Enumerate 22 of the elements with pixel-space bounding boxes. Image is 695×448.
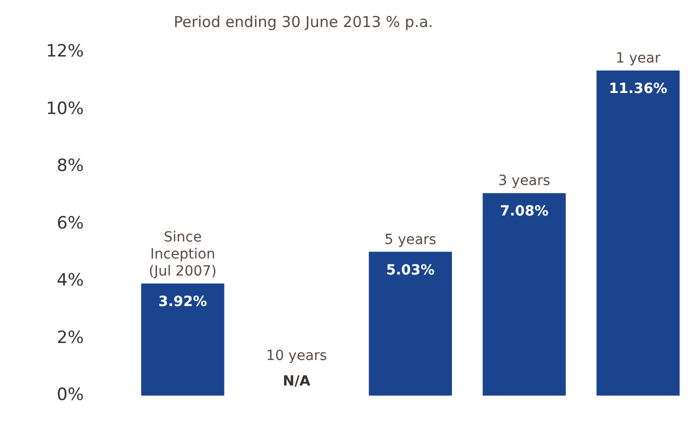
y-tick-label: 12%	[46, 42, 84, 62]
data-label: 5.03%	[386, 262, 435, 278]
data-label: 3.92%	[158, 294, 207, 310]
x-tick-label: 1 year	[616, 50, 661, 67]
y-tick-label: 0%	[56, 385, 84, 406]
y-tick-label: 6%	[56, 213, 84, 234]
bar	[368, 252, 452, 396]
y-tick-label: 10%	[46, 98, 84, 119]
x-tick-label: 5 years	[384, 232, 436, 248]
x-tick-label: Since Inception (Jul 2007)	[148, 230, 217, 280]
text: N/A	[282, 373, 310, 390]
chart-title: Period ending 30 June 2013 % p.a.	[174, 13, 434, 31]
data-label: 7.08%	[500, 204, 549, 220]
bar	[141, 284, 224, 396]
y-tick-label: 2%	[56, 328, 84, 348]
bar	[596, 70, 680, 396]
y-tick-label: 8%	[56, 156, 84, 176]
x-tick-label: 3 years	[498, 173, 550, 190]
bar	[482, 193, 566, 396]
x-tick-label: 10 years	[266, 348, 327, 364]
data-label: 11.36%	[608, 81, 668, 98]
y-tick-label: 4%	[56, 270, 84, 291]
